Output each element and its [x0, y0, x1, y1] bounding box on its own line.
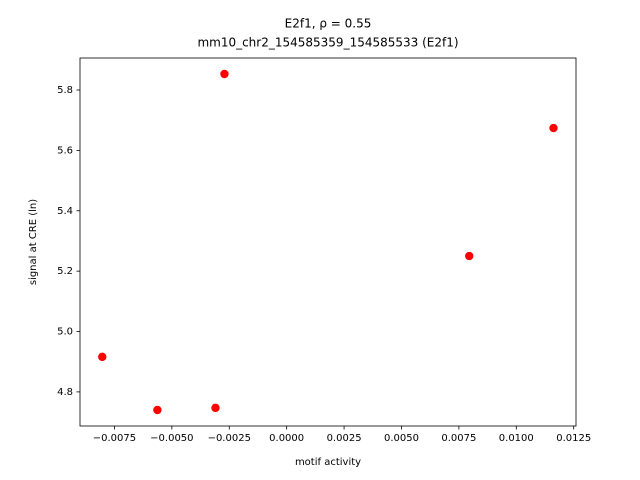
point [465, 251, 474, 261]
y-axis-label: signal at CRE (ln) [28, 199, 39, 285]
point [98, 352, 107, 362]
x-tick-label: 0.0025 [327, 433, 362, 444]
y-tick-label: 5.2 [57, 266, 73, 277]
y-tick-label: 5.8 [57, 85, 73, 96]
point [211, 403, 220, 413]
chart-subtitle: mm10_chr2_154585359_154585533 (E2f1) [197, 36, 458, 50]
x-axis-label: motif activity [295, 457, 361, 468]
y-tick-label: 5.4 [57, 206, 73, 217]
y-tick-label: 5.0 [57, 327, 73, 338]
point [220, 69, 229, 79]
plot-frame [79, 57, 577, 427]
x-tick-label: −0.0025 [208, 433, 251, 444]
x-tick-label: 0.0100 [499, 433, 534, 444]
chart-title: E2f1, ρ = 0.55 [285, 17, 372, 31]
y-tick-label: 5.6 [57, 145, 73, 156]
x-tick-label: 0.0125 [556, 433, 591, 444]
x-tick-label: 0.0050 [384, 433, 419, 444]
point [549, 123, 558, 133]
x-tick-label: 0.0075 [441, 433, 476, 444]
y-tick-label: 4.8 [57, 387, 73, 398]
x-tick-label: −0.0075 [93, 433, 136, 444]
x-tick-label: −0.0050 [150, 433, 193, 444]
x-tick-label: 0.0000 [269, 433, 304, 444]
point [153, 405, 162, 415]
